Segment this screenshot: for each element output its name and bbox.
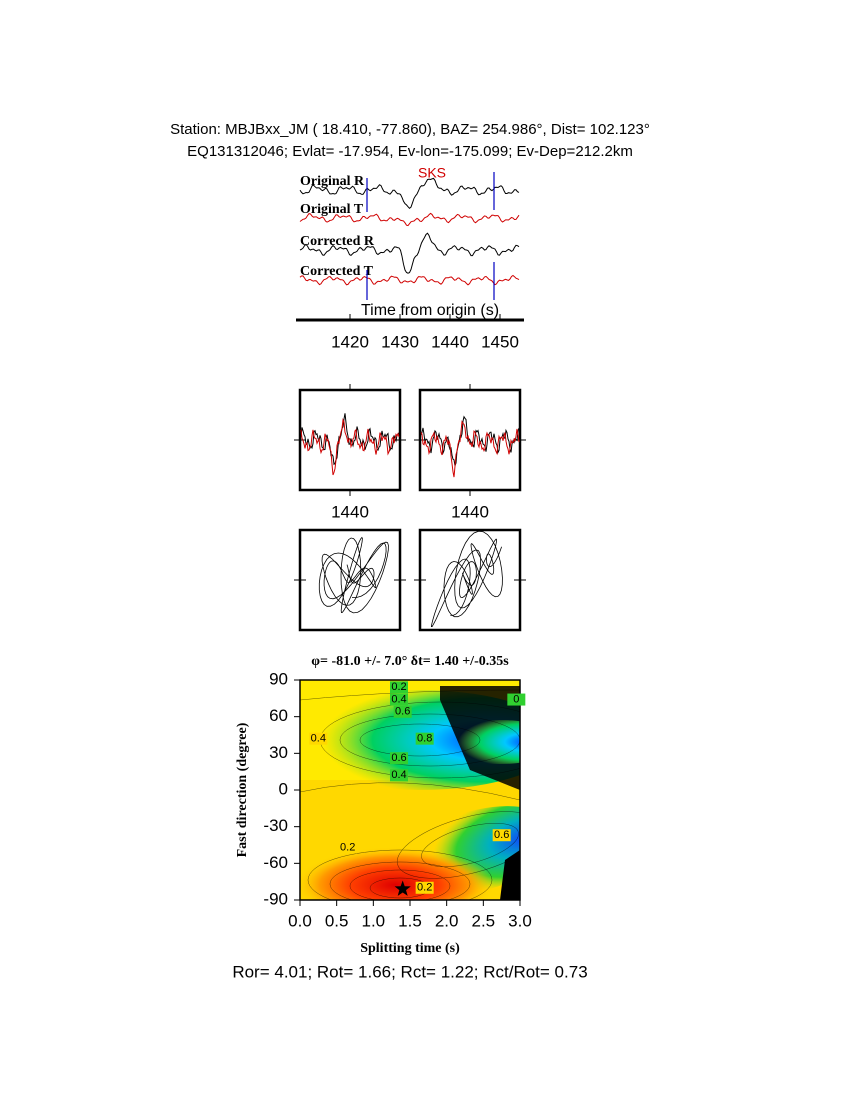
contour-label-bg [415,732,434,745]
waveform [299,177,520,209]
map-region [300,847,495,900]
y-tick-label: 60 [269,706,288,725]
contour-label: 0.4 [311,733,326,745]
waveform [420,420,520,478]
contour-label-bg [390,769,408,782]
x-tick-label: 0.5 [325,911,349,930]
contour-label: 0.6 [391,752,406,764]
contour-label: 0.6 [494,829,509,841]
waveform-panel: Original R Original T Corrected R Corrected… [296,165,524,351]
contour-label-bg [415,881,434,894]
phase-label: SKS [418,165,446,181]
contour-label-bg [393,705,412,718]
contour-label-bg [390,681,408,694]
header-line: Station: MBJBxx_JM ( 18.410, -77.860), B… [170,121,650,138]
footer: Ror= 4.01; Rot= 1.66; Rct= 1.22; Rct/Rot… [232,962,587,981]
panel-title: φ= -81.0 +/- 7.0° δt= 1.40 +/-0.35s [311,654,509,669]
x-tick-label: 2.0 [435,911,459,930]
y-tick-label: 0 [279,779,288,798]
contour-label: 0.4 [391,693,406,705]
waveform [300,418,400,476]
x-tick-label: 3.0 [508,911,532,930]
contour-label-bg [309,732,328,745]
y-tick-label: -60 [263,853,288,872]
trace-label: Original R [300,174,365,189]
x-tick-label: 1.5 [398,911,422,930]
x-tick-label: 1420 [331,332,369,351]
contour-label: 0.2 [417,882,432,894]
x-tick-label: 1.0 [362,911,386,930]
waveform [299,212,520,227]
contour-label: 0.6 [395,706,410,718]
best-fit-star [394,880,411,896]
particle-motion [430,530,503,627]
contour-label: 0.2 [340,841,355,853]
y-tick-label: -90 [263,889,288,908]
contour-label-bg [390,752,408,765]
waveform [299,274,520,286]
y-tick-label: -30 [263,816,288,835]
trace-label: Corrected R [300,234,375,249]
contour-label-bg [492,829,511,842]
contour-panel: φ= -81.0 +/- 7.0° δt= 1.40 +/-0.35s -90 -6… [235,654,532,956]
y-tick-label: 30 [269,743,288,762]
x-tick-label: 1440 [331,502,369,521]
trace-label: Original T [300,202,364,217]
contour-label: 0 [513,693,519,705]
x-tick-label: 1430 [381,332,419,351]
contour-label: 0.2 [391,681,406,693]
contour-label-bg [338,841,357,854]
trace-label: Corrected T [300,264,374,279]
x-tick-label: 2.5 [472,911,496,930]
window-panels: 1440 1440 [294,384,526,632]
x-tick-label: 1440 [451,502,489,521]
x-tick-label: 1440 [431,332,469,351]
x-tick-label: 1450 [481,332,519,351]
header-line: EQ131312046; Evlat= -17.954, Ev-lon=-175… [187,143,633,160]
contour-label: 0.8 [417,733,432,745]
y-tick-label: 90 [269,669,288,688]
y-axis-label: Fast direction (degree) [235,722,250,857]
waveform [299,232,520,274]
contour-label-bg [507,693,526,706]
x-tick-label: 0.0 [288,911,312,930]
x-axis-label: Time from origin (s) [361,302,499,319]
x-axis-label: Splitting time (s) [360,941,460,956]
map-region [440,720,520,764]
waveform [420,415,520,468]
contour-label-bg [390,693,408,706]
particle-motion [318,536,389,614]
contour-label: 0.4 [391,769,406,781]
waveform [300,413,400,466]
